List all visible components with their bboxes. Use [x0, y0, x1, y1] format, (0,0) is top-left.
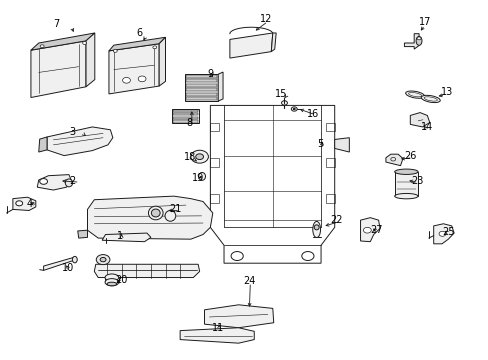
Polygon shape — [184, 74, 218, 101]
Ellipse shape — [312, 221, 320, 238]
Circle shape — [363, 227, 370, 233]
Text: 16: 16 — [306, 109, 318, 119]
Polygon shape — [173, 110, 198, 112]
Text: 9: 9 — [207, 69, 213, 79]
Circle shape — [16, 201, 22, 206]
Ellipse shape — [105, 279, 119, 286]
Polygon shape — [172, 109, 199, 123]
Text: 6: 6 — [136, 28, 142, 38]
Polygon shape — [186, 84, 216, 87]
Polygon shape — [87, 196, 212, 239]
Text: 15: 15 — [274, 89, 286, 99]
Text: 22: 22 — [329, 215, 342, 225]
Ellipse shape — [148, 206, 163, 220]
Circle shape — [100, 257, 106, 262]
Polygon shape — [173, 113, 198, 116]
Text: 8: 8 — [186, 118, 193, 128]
Text: 25: 25 — [441, 227, 454, 237]
Text: 24: 24 — [243, 276, 255, 286]
Ellipse shape — [314, 225, 319, 230]
Polygon shape — [186, 75, 216, 78]
Text: 11: 11 — [211, 323, 224, 333]
Text: 23: 23 — [410, 176, 423, 186]
Text: 13: 13 — [440, 87, 452, 97]
Circle shape — [416, 37, 420, 40]
Polygon shape — [173, 121, 198, 123]
Polygon shape — [204, 305, 273, 328]
Ellipse shape — [405, 91, 424, 98]
Polygon shape — [31, 33, 95, 50]
Circle shape — [122, 77, 130, 83]
Polygon shape — [94, 264, 199, 278]
Ellipse shape — [65, 179, 73, 187]
Polygon shape — [186, 89, 216, 91]
Text: 3: 3 — [70, 127, 76, 136]
Polygon shape — [334, 138, 348, 152]
Polygon shape — [180, 328, 254, 343]
Ellipse shape — [105, 274, 119, 281]
Polygon shape — [109, 37, 165, 51]
Circle shape — [113, 49, 117, 52]
Ellipse shape — [107, 282, 117, 286]
Text: 17: 17 — [418, 17, 430, 27]
Circle shape — [438, 231, 445, 236]
Polygon shape — [102, 233, 151, 242]
Circle shape — [153, 46, 157, 49]
Polygon shape — [159, 37, 165, 86]
Text: 1: 1 — [117, 231, 123, 240]
Polygon shape — [404, 34, 418, 49]
Text: 18: 18 — [183, 152, 196, 162]
Polygon shape — [39, 137, 47, 152]
Ellipse shape — [72, 256, 77, 263]
Polygon shape — [360, 218, 379, 242]
Polygon shape — [409, 113, 429, 127]
Ellipse shape — [151, 209, 160, 217]
Text: 5: 5 — [316, 139, 323, 149]
Polygon shape — [218, 72, 223, 101]
Polygon shape — [47, 127, 113, 156]
Circle shape — [40, 179, 47, 184]
Polygon shape — [394, 172, 417, 196]
Polygon shape — [229, 33, 272, 58]
Text: 7: 7 — [54, 19, 60, 29]
Text: 26: 26 — [403, 151, 416, 161]
Text: 27: 27 — [369, 225, 382, 235]
Text: 21: 21 — [169, 204, 181, 215]
Polygon shape — [186, 80, 216, 82]
Polygon shape — [271, 33, 276, 51]
Ellipse shape — [421, 95, 439, 103]
Polygon shape — [86, 33, 95, 87]
Text: 19: 19 — [192, 173, 204, 183]
Circle shape — [96, 255, 110, 265]
Circle shape — [293, 108, 295, 110]
Text: 2: 2 — [70, 176, 76, 186]
Polygon shape — [31, 41, 86, 98]
Polygon shape — [186, 98, 216, 100]
Text: 4: 4 — [27, 199, 33, 210]
Circle shape — [190, 150, 208, 163]
Text: 20: 20 — [115, 275, 127, 285]
Polygon shape — [13, 197, 36, 211]
Polygon shape — [433, 224, 453, 244]
Ellipse shape — [394, 193, 417, 199]
Text: 10: 10 — [62, 263, 74, 273]
Circle shape — [195, 154, 203, 159]
Ellipse shape — [394, 169, 417, 175]
Text: 12: 12 — [260, 14, 272, 24]
Polygon shape — [43, 257, 75, 270]
Polygon shape — [109, 44, 159, 94]
Polygon shape — [37, 175, 71, 190]
Ellipse shape — [198, 172, 205, 180]
Circle shape — [138, 76, 146, 82]
Polygon shape — [78, 230, 87, 238]
Polygon shape — [173, 117, 198, 119]
Text: 14: 14 — [420, 122, 432, 132]
Polygon shape — [186, 93, 216, 96]
Polygon shape — [385, 154, 402, 166]
Circle shape — [82, 41, 86, 44]
Ellipse shape — [164, 211, 175, 221]
Ellipse shape — [415, 36, 421, 45]
Circle shape — [40, 45, 44, 48]
